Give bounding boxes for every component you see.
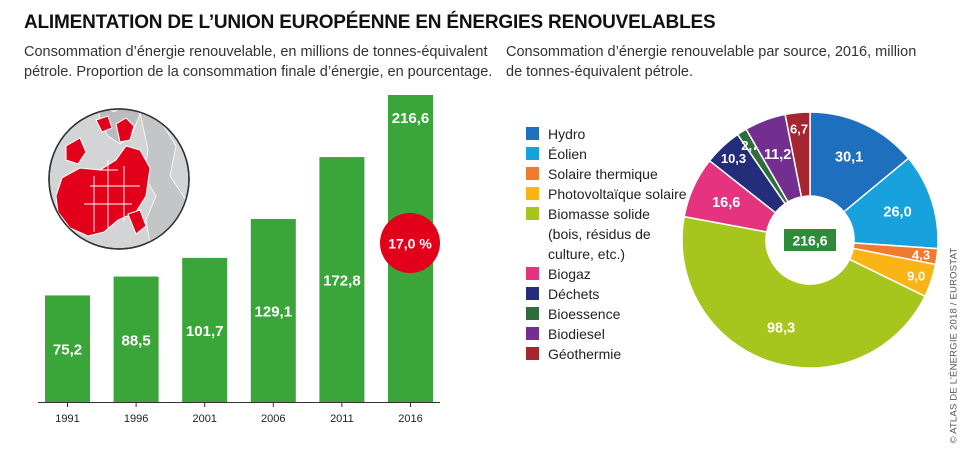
- slice-value-label: 26,0: [883, 205, 911, 221]
- legend-item: Géothermie: [526, 344, 716, 364]
- bar-1991: [45, 295, 90, 402]
- bar-2001: [182, 257, 228, 402]
- donut-total-box: [784, 229, 836, 251]
- bar-chart: 75,2 1991 88,5 1996 101,7 2001 129,1 2006 172,8 2…: [38, 95, 440, 425]
- legend-item: Bioessence: [526, 304, 716, 324]
- legend-swatch: [526, 287, 539, 300]
- bar-value-label: 216,6: [392, 110, 430, 127]
- legend-label: Photovoltaïque solaire: [548, 186, 687, 202]
- donut-chart: 30,126,04,39,098,316,610,32,711,26,7216,…: [681, 111, 939, 369]
- bar-value-label: 75,2: [53, 342, 82, 359]
- legend-label: Bioessence: [548, 306, 621, 322]
- legend-swatch: [526, 167, 539, 180]
- bar-value-label: 129,1: [255, 304, 293, 321]
- bar-value-label: 172,8: [323, 273, 361, 290]
- legend-swatch: [526, 147, 539, 160]
- slice-value-label: 98,3: [767, 320, 795, 336]
- legend-item: Hydro: [526, 124, 716, 144]
- slice-value-label: 10,3: [721, 151, 746, 166]
- donut-slice: [784, 111, 811, 198]
- legend-label: Biodiesel: [548, 326, 605, 342]
- bar-1996: [113, 276, 159, 402]
- legend-swatch: [526, 187, 539, 200]
- bar-2011: [319, 157, 365, 402]
- donut-legend: Hydro Éolien Solaire thermique Photovoltaïq…: [526, 124, 716, 364]
- legend-swatch: [526, 347, 539, 360]
- legend-label: Déchets: [548, 286, 600, 302]
- slice-value-label: 11,2: [764, 147, 791, 163]
- slice-value-label: 9,0: [907, 269, 925, 284]
- source-credit: © ATLAS DE L’ÉNERGIE 2018 / EUROSTAT: [948, 247, 960, 444]
- legend-item: Déchets: [526, 284, 716, 304]
- legend-label: Éolien: [548, 146, 587, 162]
- donut-total-label: 216,6: [792, 233, 827, 249]
- legend-item: Photovoltaïque solaire: [526, 184, 716, 204]
- legend-label: Biomasse solide (bois, résidus de cultur…: [548, 206, 651, 262]
- legend-label: Hydro: [548, 126, 586, 142]
- donut-slice: [681, 215, 926, 369]
- legend-item: Biogaz: [526, 264, 716, 284]
- legend-swatch: [526, 127, 539, 140]
- donut-chart-subtitle: Consommation d’énergie renouvelable par …: [506, 44, 917, 80]
- slice-value-label: 6,7: [790, 122, 808, 137]
- bar-value-label: 88,5: [121, 332, 150, 349]
- share-badge-label: 17,0 %: [388, 236, 432, 252]
- slice-value-label: 4,3: [912, 248, 930, 263]
- legend-swatch: [526, 307, 539, 320]
- slice-value-label: 16,6: [712, 195, 740, 211]
- bar-chart-subtitle: Consommation d’énergie renouvelable, en …: [24, 44, 493, 80]
- x-tick-label: 1996: [124, 413, 148, 425]
- legend-label: Solaire thermique: [548, 166, 658, 182]
- x-tick-label: 2011: [330, 413, 354, 425]
- legend-label: Biogaz: [548, 266, 591, 282]
- legend-swatch: [526, 327, 539, 340]
- share-badge: [380, 213, 440, 273]
- legend-item: Solaire thermique: [526, 164, 716, 184]
- x-tick-label: 2016: [398, 413, 422, 425]
- x-tick-label: 2001: [192, 413, 216, 425]
- bar-value-label: 101,7: [186, 323, 224, 340]
- chart-title: ALIMENTATION DE L’UNION EUROPÉENNE EN ÉN…: [24, 12, 716, 33]
- legend-item: Biomasse solide (bois, résidus de cultur…: [526, 204, 716, 264]
- legend-item: Éolien: [526, 144, 716, 164]
- legend-swatch: [526, 207, 539, 220]
- x-tick-label: 1991: [55, 413, 79, 425]
- legend-swatch: [526, 267, 539, 280]
- legend-item: Biodiesel: [526, 324, 716, 344]
- x-tick-label: 2006: [261, 413, 285, 425]
- slice-value-label: 30,1: [835, 150, 863, 166]
- bar-2006: [250, 219, 296, 402]
- europe-map-icon: [48, 108, 190, 250]
- donut-slice: [809, 111, 910, 213]
- legend-label: Géothermie: [548, 346, 622, 362]
